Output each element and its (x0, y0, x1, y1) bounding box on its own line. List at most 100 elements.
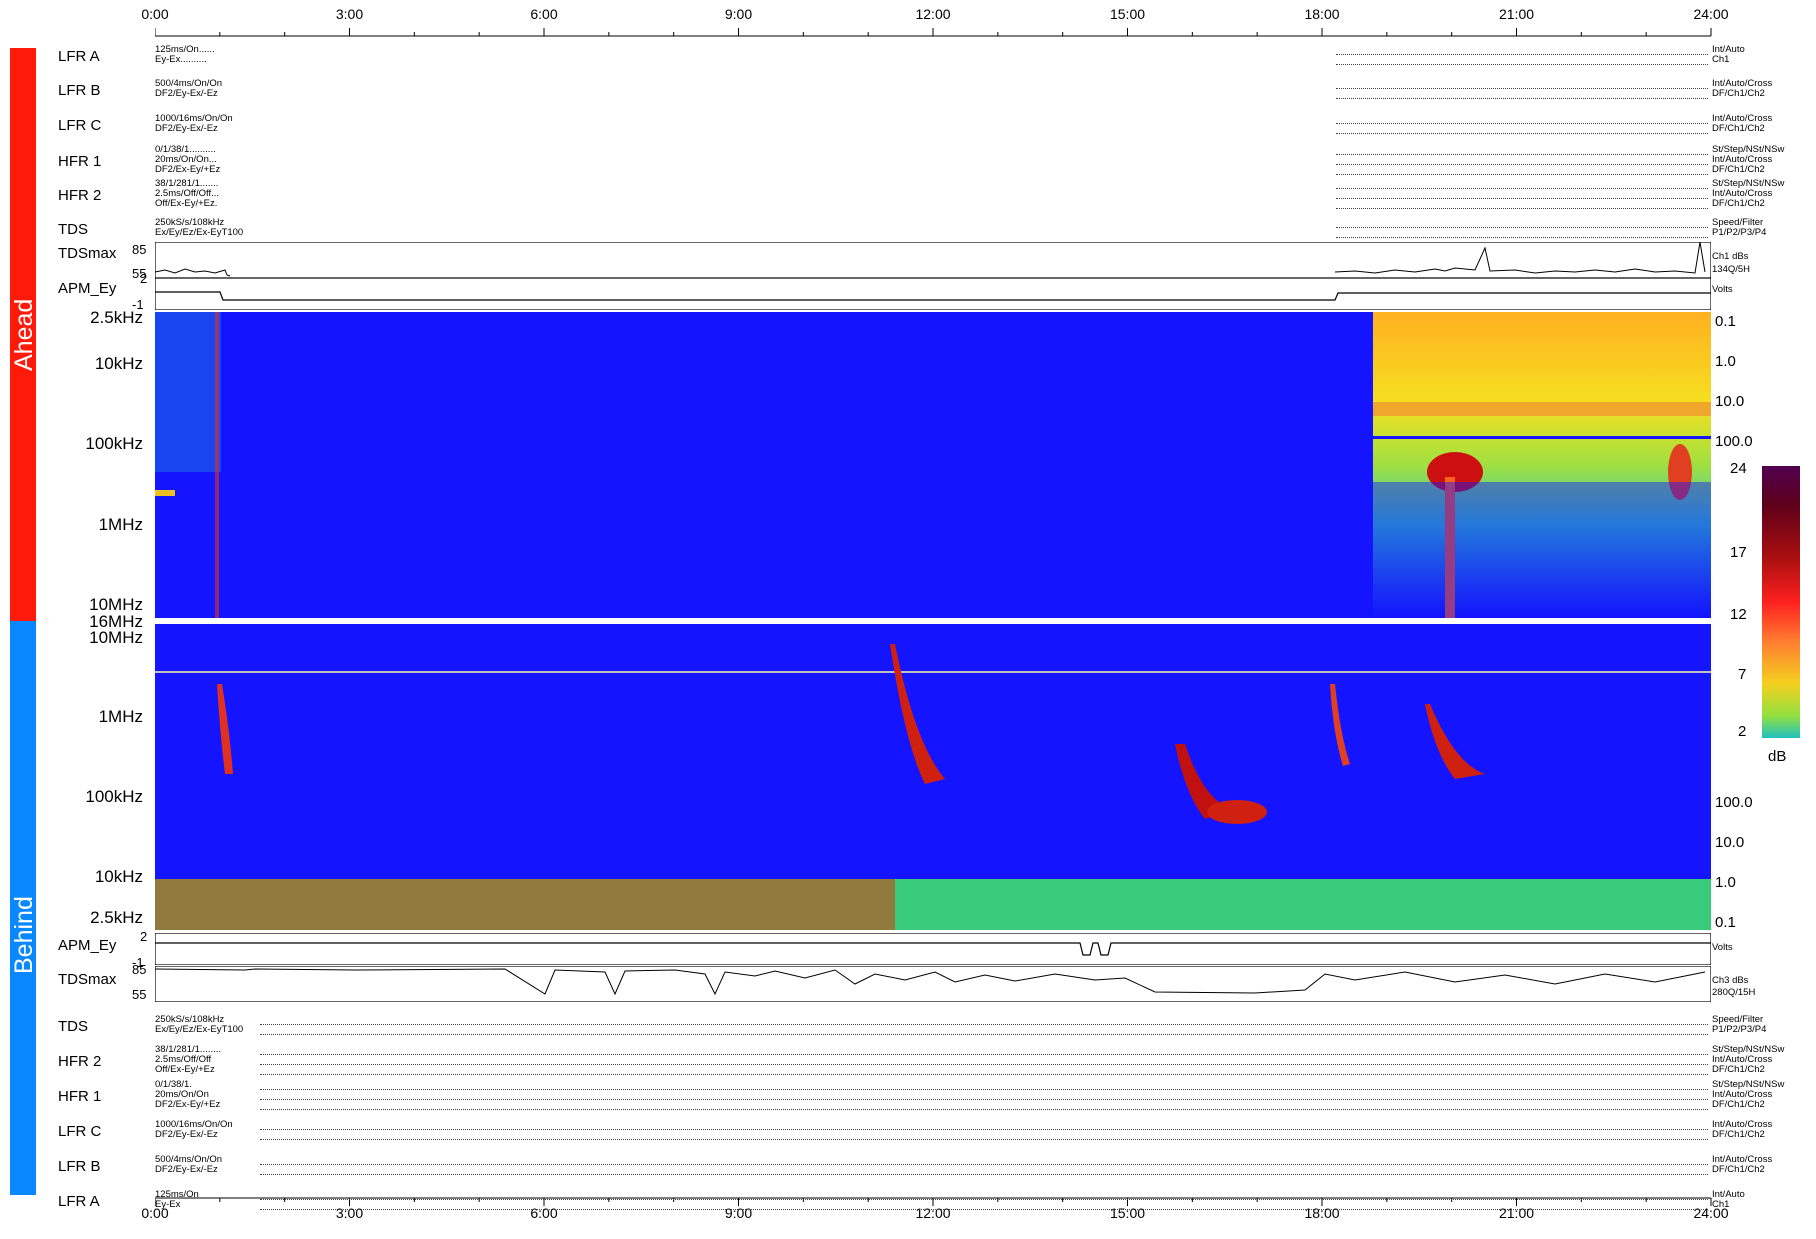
ahead-row-dots (1336, 98, 1708, 99)
ahead-row-config: DF2/Ey-Ex/-Ez (155, 123, 218, 134)
ahead-row-dots (1336, 54, 1708, 55)
behind-row-config: 20ms/On/On (155, 1089, 209, 1100)
behind-tdsmax-unit: Ch3 dBs (1712, 975, 1749, 986)
behind-tdsmax-ytick-top: 85 (132, 962, 147, 977)
behind-row-right: Int/Auto/Cross (1712, 1154, 1773, 1165)
behind-row-config: 250kS/s/108kHz (155, 1014, 225, 1025)
behind-row-config: 2.5ms/Off/Off (155, 1054, 212, 1065)
ahead-row-label: LFR C (58, 117, 102, 134)
behind-apm-unit: Volts (1712, 942, 1733, 953)
ahead-row-label: HFR 2 (58, 187, 102, 204)
behind-row-right: Int/Auto/Cross (1712, 1089, 1773, 1100)
top-time-tick: 18:00 (1304, 6, 1340, 22)
ahead-spectrogram (155, 312, 1711, 618)
ahead-sidebar (10, 48, 36, 621)
ahead-row-dots (1336, 174, 1708, 175)
ahead-apm-trace (155, 291, 1711, 301)
ahead-ytick-3: 1MHz (98, 515, 143, 534)
behind-row-right: DF/Ch1/Ch2 (1712, 1099, 1765, 1110)
behind-row-right: St/Step/NSt/NSw (1712, 1079, 1785, 1090)
ahead-rtick-2: 10.0 (1715, 393, 1745, 410)
behind-row-dots (260, 1199, 1708, 1200)
ahead-row-right: DF/Ch1/Ch2 (1712, 123, 1765, 134)
bottom-time-tick: 15:00 (1109, 1205, 1146, 1221)
behind-sidebar (10, 621, 36, 1195)
top-time-tick: 21:00 (1498, 6, 1535, 22)
ahead-row-right: DF/Ch1/Ch2 (1712, 198, 1765, 209)
ahead-row-config: 0/1/38/1.......... (155, 144, 216, 155)
ahead-row-config: 1000/16ms/On/On (155, 113, 233, 124)
ahead-tdsmax-trace (155, 268, 231, 277)
behind-row-config: DF2/Ey-Ex/-Ez (155, 1164, 218, 1175)
behind-rtick-3: 0.1 (1715, 914, 1736, 931)
ahead-apm-unit: Volts (1712, 284, 1733, 295)
behind-row-right: Ch1 (1712, 1199, 1730, 1210)
behind-row-config: DF2/Ex-Ey/+Ez (155, 1099, 221, 1110)
top-time-tick: 24:00 (1693, 6, 1729, 22)
colorbar-unit: dB (1768, 748, 1787, 765)
behind-row-label: LFR B (58, 1158, 101, 1175)
bottom-time-tick: 9:00 (724, 1205, 753, 1221)
behind-row-dots (260, 1129, 1708, 1130)
behind-row-dots (260, 1164, 1708, 1165)
behind-ytick-5: 2.5kHz (90, 908, 143, 927)
ahead-row-right: DF/Ch1/Ch2 (1712, 88, 1765, 99)
behind-row-right: DF/Ch1/Ch2 (1712, 1064, 1765, 1075)
ahead-row-config: 2.5ms/Off/Off... (155, 188, 220, 199)
ahead-row-config: 500/4ms/On/On (155, 78, 223, 89)
ahead-ytick-1: 10kHz (94, 354, 143, 373)
behind-row-config: 0/1/38/1. (155, 1079, 192, 1090)
behind-row-config: Ey-Ex (155, 1199, 181, 1210)
behind-spectrogram (155, 624, 1711, 930)
behind-row-right: Int/Auto (1712, 1189, 1745, 1200)
behind-row-config: Off/Ex-Ey/+Ez (155, 1064, 215, 1075)
behind-row-dots (260, 1064, 1708, 1065)
behind-apm-plot (155, 933, 1711, 965)
ahead-row-dots (1336, 188, 1708, 189)
ahead-row-config: DF2/Ex-Ey/+Ez (155, 164, 221, 175)
behind-row-right: P1/P2/P3/P4 (1712, 1024, 1767, 1035)
behind-row-label: TDS (58, 1018, 88, 1035)
ahead-row-label: LFR A (58, 48, 100, 65)
ahead-rtick-1: 1.0 (1715, 353, 1736, 370)
ahead-ytick-2: 100kHz (85, 434, 143, 453)
ahead-tdsmax-ytick-top: 85 (132, 242, 147, 257)
behind-apm-ytick-top: 2 (140, 929, 148, 944)
behind-ytick-2: 1MHz (98, 707, 143, 726)
colorbar-tick-2: 12 (1730, 606, 1747, 623)
ahead-row-right: Int/Auto/Cross (1712, 188, 1773, 199)
ahead-row-right: Int/Auto (1712, 44, 1745, 55)
behind-row-config: 1000/16ms/On/On (155, 1119, 233, 1130)
ahead-rtick-3: 100.0 (1715, 433, 1753, 450)
behind-row-label: LFR A (58, 1193, 100, 1210)
ahead-row-config: 250kS/s/108kHz (155, 217, 225, 228)
behind-tdsmax-plot (155, 966, 1711, 1002)
bottom-time-tick: 3:00 (335, 1205, 364, 1221)
behind-row-dots (260, 1089, 1708, 1090)
ahead-row-config: DF2/Ey-Ex/-Ez (155, 88, 218, 99)
ahead-row-config: 125ms/On...... (155, 44, 215, 55)
colorbar (1762, 466, 1800, 738)
behind-row-config: 125ms/On (155, 1189, 199, 1200)
behind-row-label: HFR 2 (58, 1053, 102, 1070)
ahead-row-config: Ex/Ey/Ez/Ex-EyT100 (155, 227, 244, 238)
bottom-time-tick: 6:00 (530, 1205, 558, 1221)
ahead-row-label: TDS (58, 221, 88, 238)
ahead-tdsmax-cfg: 134Q/5H (1712, 264, 1751, 275)
top-time-tick: 6:00 (530, 6, 558, 22)
ahead-ytick-0: 2.5kHz (90, 308, 143, 327)
ahead-row-dots (1336, 227, 1708, 228)
ahead-row-right: Ch1 (1712, 54, 1730, 65)
ahead-tdsmax-trace-late (1334, 242, 1706, 274)
behind-tdsmax-ytick-bottom: 55 (132, 987, 147, 1002)
ahead-row-right: Int/Auto/Cross (1712, 154, 1773, 165)
behind-row-label: LFR C (58, 1123, 102, 1140)
ahead-row-dots (1336, 154, 1708, 155)
colorbar-tick-0: 24 (1730, 460, 1747, 477)
behind-tdsmax-trace (155, 968, 1706, 996)
bottom-time-tick: 21:00 (1498, 1205, 1535, 1221)
behind-row-right: Speed/Filter (1712, 1014, 1764, 1025)
ahead-row-right: Speed/Filter (1712, 217, 1764, 228)
behind-row-config: Ex/Ey/Ez/Ex-EyT100 (155, 1024, 244, 1035)
behind-row-right: DF/Ch1/Ch2 (1712, 1129, 1765, 1140)
